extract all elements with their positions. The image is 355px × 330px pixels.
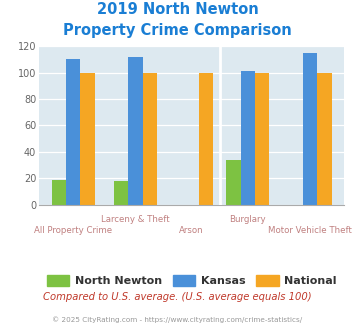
Text: Burglary: Burglary (229, 215, 266, 224)
Bar (143, 73, 157, 205)
Text: Property Crime Comparison: Property Crime Comparison (63, 23, 292, 38)
Bar (129, 57, 143, 205)
Text: © 2025 CityRating.com - https://www.cityrating.com/crime-statistics/: © 2025 CityRating.com - https://www.city… (53, 317, 302, 323)
Bar (66, 59, 81, 205)
Bar (199, 73, 213, 205)
Bar (81, 73, 95, 205)
Bar (241, 71, 255, 205)
Bar (52, 180, 66, 205)
Text: Arson: Arson (179, 226, 204, 235)
Text: Compared to U.S. average. (U.S. average equals 100): Compared to U.S. average. (U.S. average … (43, 292, 312, 302)
Text: Motor Vehicle Theft: Motor Vehicle Theft (268, 226, 352, 235)
Text: Larceny & Theft: Larceny & Theft (101, 215, 170, 224)
Legend: North Newton, Kansas, National: North Newton, Kansas, National (42, 270, 341, 291)
Bar (317, 73, 332, 205)
Bar (226, 160, 241, 205)
Bar (255, 73, 269, 205)
Bar (303, 53, 317, 205)
Bar (114, 181, 129, 205)
Text: All Property Crime: All Property Crime (34, 226, 113, 235)
Text: 2019 North Newton: 2019 North Newton (97, 2, 258, 16)
